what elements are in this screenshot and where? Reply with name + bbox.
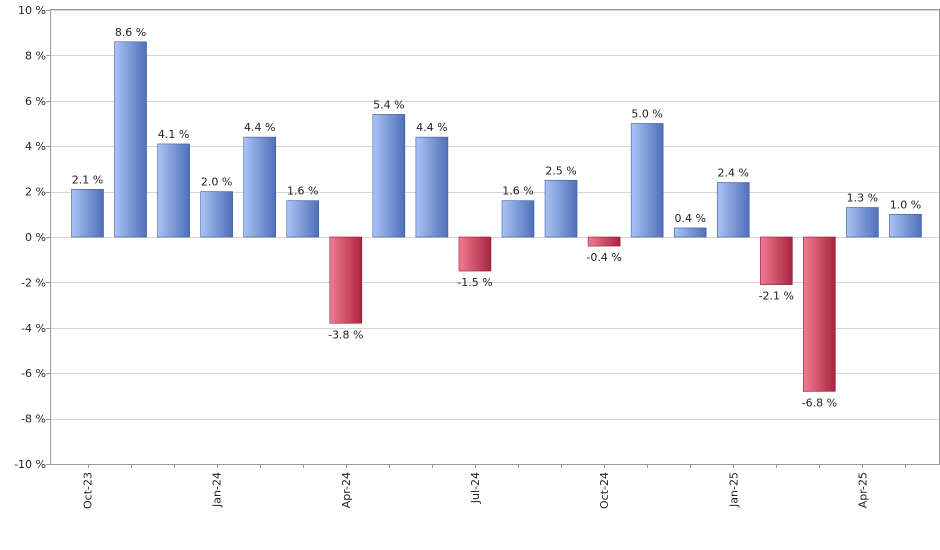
bar-jan-24 <box>200 191 233 238</box>
data-label: 4.4 % <box>244 121 275 134</box>
bar-mar-25 <box>803 236 836 392</box>
bar-jul-24 <box>458 236 492 272</box>
y-tick-label: 2 % <box>25 186 46 199</box>
bar-feb-25 <box>759 236 793 285</box>
data-label: -6.8 % <box>802 396 837 409</box>
bar-jun-24 <box>415 136 449 238</box>
data-label: 0.4 % <box>674 212 705 225</box>
data-labels: 2.1 % 8.6 % 4.1 % 2.0 % 4.4 % 1.6 % -3.8 % 5.4 … <box>72 26 921 410</box>
bar-feb-24 <box>243 136 276 238</box>
x-tick-label: Jan-24 <box>211 472 224 508</box>
y-tick-label: 4 % <box>25 140 46 153</box>
bar-mar-24 <box>286 200 320 238</box>
data-label: 2.4 % <box>718 167 749 180</box>
bars <box>71 41 922 392</box>
x-axis: Oct-23 Jan-24 Apr-24 Jul-24 Oct-24 Jan-25 Apr-… <box>82 464 906 509</box>
x-tick-label: Oct-23 <box>82 472 95 509</box>
bar-oct-24 <box>587 236 621 247</box>
y-tick-label: 10 % <box>18 4 46 17</box>
data-label: 5.0 % <box>631 108 662 121</box>
y-tick-label: 0 % <box>25 231 46 244</box>
x-tick-label: Apr-25 <box>856 472 869 508</box>
y-axis: 10 % 8 % 6 % 4 % 2 % 0 % -2 % -4 % -6 % -8 % -10 % <box>14 4 50 471</box>
y-tick-label: -6 % <box>21 367 46 380</box>
bar-sep-24 <box>544 179 578 238</box>
data-label: 8.6 % <box>115 26 146 39</box>
bar-jan-25 <box>716 182 750 238</box>
bar-nov-24 <box>630 123 664 238</box>
data-label: -2.1 % <box>759 290 794 303</box>
bar-nov-23 <box>114 41 147 238</box>
data-label: 4.1 % <box>158 128 189 141</box>
y-tick-label: -2 % <box>21 276 46 289</box>
bar-may-25 <box>889 214 922 238</box>
data-label: 1.6 % <box>287 185 318 198</box>
bar-oct-23 <box>71 189 104 238</box>
y-tick-label: 6 % <box>25 95 46 108</box>
data-label: -0.4 % <box>586 251 621 264</box>
bar-apr-24 <box>329 236 363 324</box>
bar-aug-24 <box>501 200 535 238</box>
y-tick-label: -4 % <box>21 322 46 335</box>
x-tick-label: Jul-24 <box>469 472 482 504</box>
data-label: 4.4 % <box>416 121 447 134</box>
x-tick-label: Oct-24 <box>598 472 611 509</box>
bar-apr-25 <box>846 207 879 238</box>
data-label: 2.1 % <box>72 173 103 186</box>
y-tick-label: -8 % <box>21 413 46 426</box>
bar-dec-23 <box>157 143 190 238</box>
data-label: -1.5 % <box>457 276 492 289</box>
data-label: 1.6 % <box>502 185 533 198</box>
data-label: 2.0 % <box>201 176 232 189</box>
data-label: -3.8 % <box>328 328 363 341</box>
data-label: 1.3 % <box>847 191 878 204</box>
data-label: 2.5 % <box>545 164 576 177</box>
x-tick-label: Jan-25 <box>727 472 740 508</box>
bar-dec-24 <box>673 227 707 238</box>
data-label: 1.0 % <box>890 198 921 211</box>
y-tick-label: 8 % <box>25 49 46 62</box>
bar-may-24 <box>372 114 406 238</box>
data-label: 5.4 % <box>373 98 404 111</box>
x-tick-label: Apr-24 <box>340 472 353 508</box>
y-tick-label: -10 % <box>14 458 46 471</box>
